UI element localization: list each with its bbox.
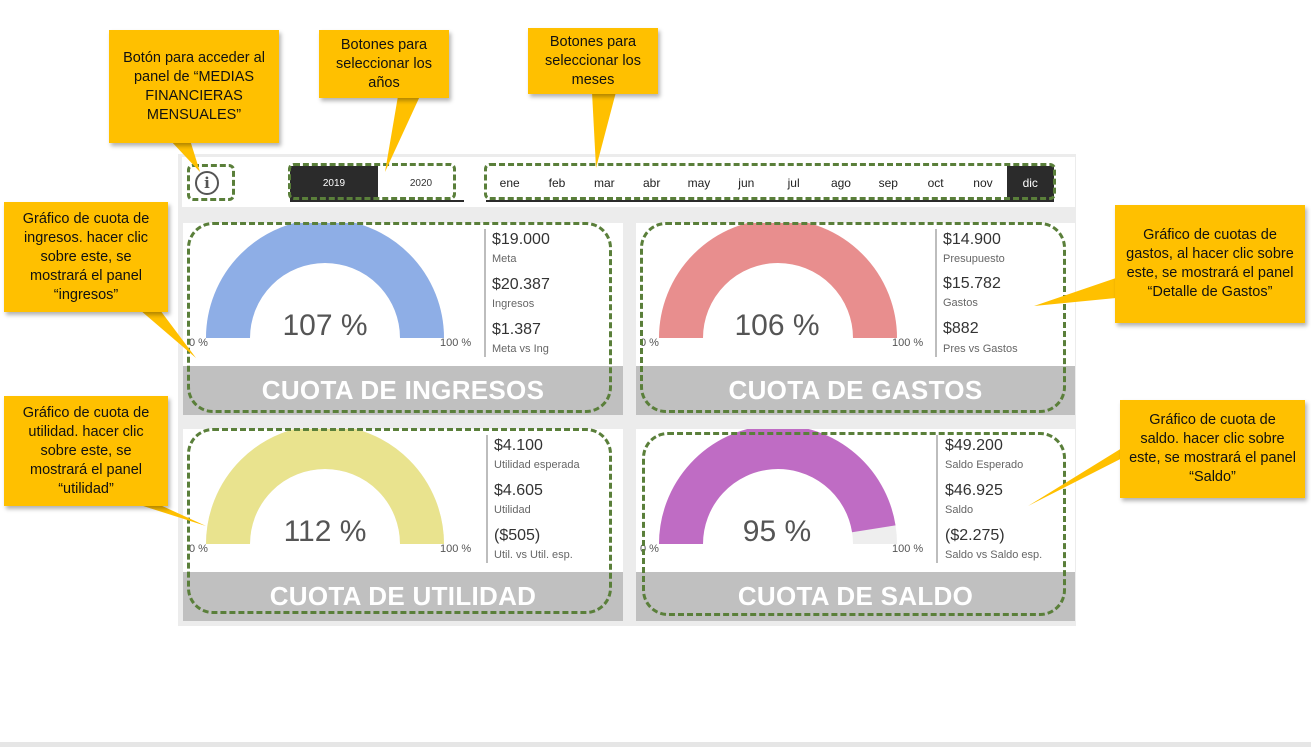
year-button-2020[interactable]: 2020: [378, 166, 464, 200]
kpi-utilidad-value: $4.605: [494, 482, 543, 499]
pointer-ingresos: [140, 310, 196, 358]
gauge-saldo-fill: [659, 429, 896, 545]
kpi-meta-vs-ing-label: Meta vs Ing: [492, 343, 549, 355]
month-button-jul[interactable]: jul: [787, 176, 800, 190]
kpi-meta-value: $19.000: [492, 231, 550, 248]
card-ingresos-title[interactable]: CUOTA DE INGRESOS: [183, 366, 623, 415]
gauge-utilidad-fill: [206, 429, 444, 545]
gauge-gastos-max: 100 %: [892, 337, 924, 349]
kpi-gastos-label: Gastos: [943, 297, 978, 309]
kpi-utilidad-esperada-value: $4.100: [494, 437, 543, 454]
gauge-ingresos-fill: [206, 223, 444, 339]
kpi-utilidad-label: Utilidad: [494, 504, 531, 516]
gauge-saldo-percent: 95 %: [742, 515, 812, 548]
kpi-presupuesto-value: $14.900: [943, 231, 1001, 248]
pointer-months: [592, 92, 616, 168]
month-button-sep[interactable]: sep: [878, 176, 898, 190]
month-button-nov[interactable]: nov: [973, 176, 993, 190]
gauge-ingresos[interactable]: [183, 223, 483, 366]
kpi-divider: [486, 435, 488, 563]
callout-year-buttons: Botones para seleccionar los años: [319, 30, 449, 98]
gauge-gastos-percent: 106 %: [734, 309, 820, 342]
gauge-ingresos-percent: 107 %: [282, 309, 368, 342]
bottom-border: [0, 742, 1311, 747]
pointer-info: [170, 140, 200, 172]
kpi-util-vs-util-esp-label: Util. vs Util. esp.: [494, 549, 573, 561]
gauge-utilidad-min: 0 %: [189, 543, 208, 555]
callout-utilidad: Gráfico de cuota de utilidad. hacer clic…: [4, 396, 168, 506]
kpi-saldo-esperado-value: $49.200: [945, 437, 1003, 454]
month-button-ago[interactable]: ago: [830, 176, 851, 190]
kpi-utilidad-esperada-label: Utilidad esperada: [494, 459, 580, 471]
pointer-years: [385, 96, 420, 172]
kpi-meta-label: Meta: [492, 253, 517, 265]
month-button-jun[interactable]: jun: [738, 176, 755, 190]
info-icon[interactable]: i: [195, 171, 219, 195]
callout-saldo: Gráfico de cuota de saldo. hacer clic so…: [1120, 400, 1305, 498]
month-button-ene[interactable]: ene: [499, 176, 520, 190]
gauge-saldo[interactable]: [636, 429, 936, 572]
kpi-presupuesto-label: Presupuesto: [943, 253, 1005, 265]
month-button-abr[interactable]: abr: [642, 176, 661, 190]
kpi-meta-vs-ing-value: $1.387: [492, 321, 541, 338]
year-button-2019[interactable]: 2019: [290, 166, 378, 200]
month-button-feb[interactable]: feb: [548, 176, 566, 190]
card-gastos-title[interactable]: CUOTA DE GASTOS: [636, 366, 1075, 415]
callout-ingresos: Gráfico de cuota de ingresos. hacer clic…: [4, 202, 168, 312]
kpi-saldo-vs-saldo-esp-label: Saldo vs Saldo esp.: [945, 549, 1043, 561]
card-saldo-title[interactable]: CUOTA DE SALDO: [636, 572, 1075, 621]
kpi-pres-vs-gastos-label: Pres vs Gastos: [943, 343, 1018, 355]
kpi-ingresos-label: Ingresos: [492, 298, 535, 310]
gauge-utilidad[interactable]: [183, 429, 483, 572]
month-slicer: ene feb mar abr may jun jul ago sep oct nov dic: [486, 166, 1054, 200]
kpi-saldo-vs-saldo-esp-value: ($2.275): [945, 527, 1005, 544]
callout-month-buttons: Botones para seleccionar los meses: [528, 28, 658, 94]
year-slicer-underline: [290, 200, 464, 202]
kpi-saldo-value: $46.925: [945, 482, 1003, 499]
gauge-gastos-fill: [659, 223, 897, 339]
pointer-utilidad: [140, 505, 206, 526]
gauge-saldo-max: 100 %: [892, 543, 924, 555]
month-button-may[interactable]: may: [687, 176, 711, 190]
kpi-saldo-esperado-label: Saldo Esperado: [945, 459, 1024, 471]
callout-gastos: Gráfico de cuotas de gastos, al hacer cl…: [1115, 205, 1305, 323]
kpi-pres-vs-gastos-value: $882: [943, 320, 979, 337]
kpi-gastos-value: $15.782: [943, 275, 1001, 292]
kpi-saldo-label: Saldo: [945, 504, 974, 516]
month-button-oct[interactable]: oct: [927, 176, 944, 190]
month-button-dic[interactable]: dic: [1006, 166, 1054, 200]
pointer-saldo: [1028, 448, 1142, 506]
gauge-gastos[interactable]: [636, 223, 936, 366]
callout-info-button: Botón para acceder al panel de “MEDIAS F…: [109, 30, 279, 143]
month-slicer-underline: [486, 200, 1054, 202]
gauge-utilidad-percent: 112 %: [283, 515, 367, 548]
gauge-gastos-min: 0 %: [640, 337, 659, 349]
kpi-divider: [484, 229, 486, 357]
kpi-util-vs-util-esp-value: ($505): [494, 527, 541, 544]
gauge-ingresos-max: 100 %: [440, 337, 472, 349]
kpi-divider: [935, 229, 937, 357]
month-button-mar[interactable]: mar: [593, 176, 615, 190]
kpi-ingresos-value: $20.387: [492, 276, 550, 293]
pointer-gastos: [1034, 278, 1116, 306]
kpi-divider: [936, 435, 938, 563]
gauge-ingresos-min: 0 %: [189, 337, 208, 349]
gauge-utilidad-max: 100 %: [440, 543, 472, 555]
